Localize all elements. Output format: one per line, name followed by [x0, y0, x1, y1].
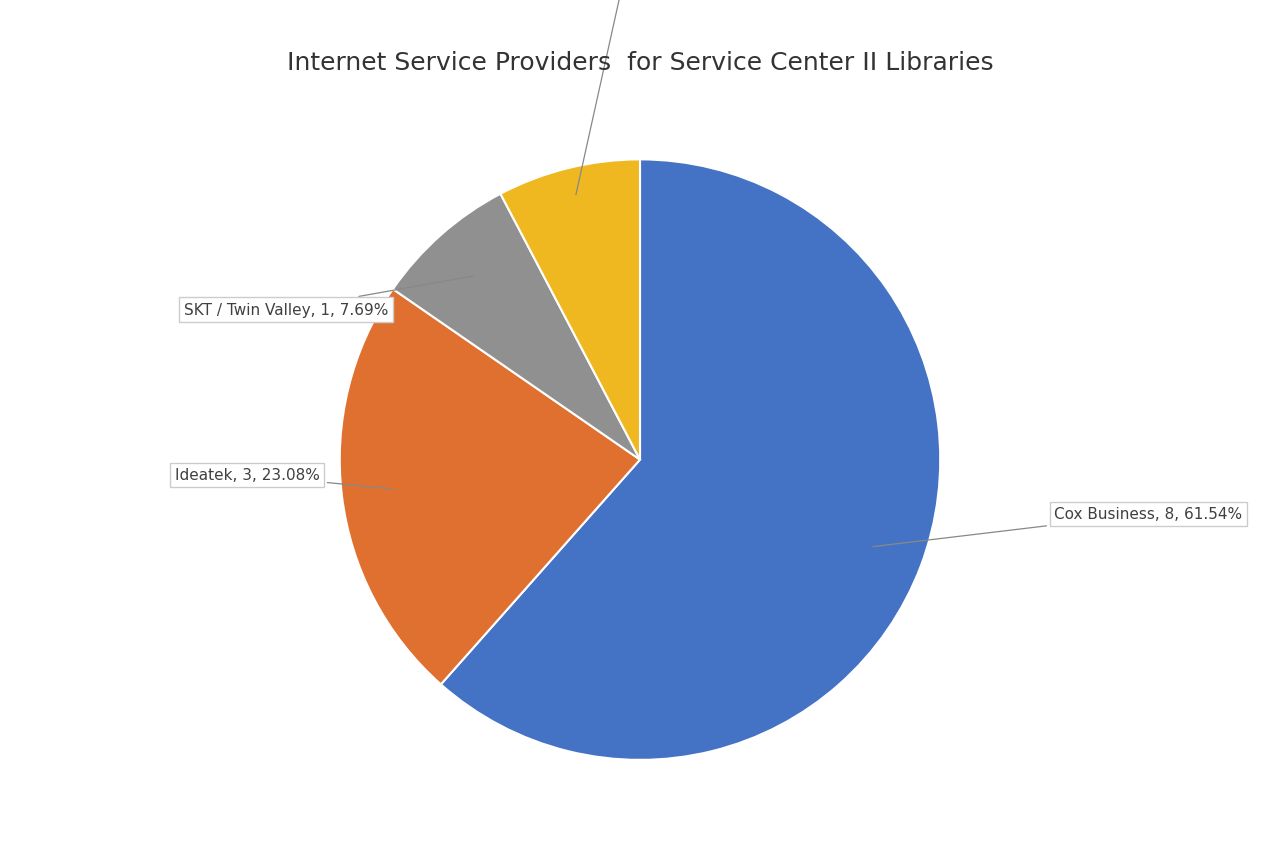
- Wedge shape: [393, 194, 640, 460]
- Wedge shape: [339, 290, 640, 684]
- Wedge shape: [500, 160, 640, 460]
- Text: Cox Business, 8, 61.54%: Cox Business, 8, 61.54%: [873, 507, 1243, 547]
- Text: Sumner Communications, 1,
7.69%: Sumner Communications, 1, 7.69%: [516, 0, 733, 195]
- Text: Ideatek, 3, 23.08%: Ideatek, 3, 23.08%: [174, 468, 393, 489]
- Text: Internet Service Providers  for Service Center II Libraries: Internet Service Providers for Service C…: [287, 51, 993, 75]
- Text: SKT / Twin Valley, 1, 7.69%: SKT / Twin Valley, 1, 7.69%: [183, 277, 474, 318]
- Wedge shape: [440, 160, 941, 760]
